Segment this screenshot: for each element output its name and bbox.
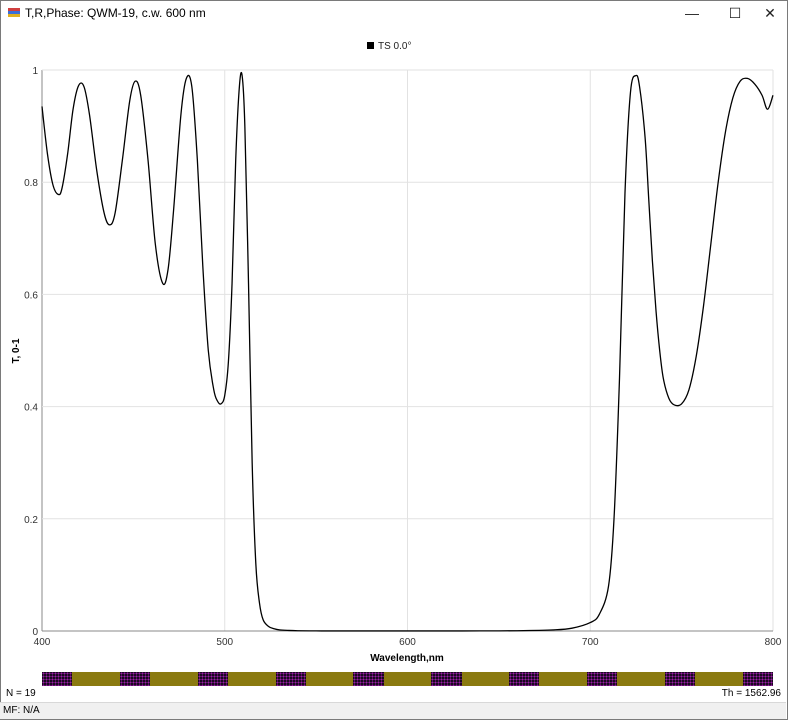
- status-bar: MF: N/A: [0, 702, 786, 719]
- y-axis-label: T, 0-1: [11, 338, 22, 363]
- layer-segment[interactable]: [539, 672, 587, 686]
- layer-segment[interactable]: [509, 672, 540, 686]
- x-tick-label: 500: [216, 637, 233, 648]
- y-tick-label: 0.2: [24, 515, 38, 526]
- x-tick-label: 800: [765, 637, 782, 648]
- x-tick-label: 600: [399, 637, 416, 648]
- x-tick-labels: 400 500 600 700 800: [34, 637, 782, 648]
- layer-segment[interactable]: [42, 672, 73, 686]
- thickness-label: Th = 1562.96: [721, 688, 781, 699]
- layer-segment[interactable]: [72, 672, 120, 686]
- legend-swatch: [367, 42, 374, 49]
- merit-function-label: MF: N/A: [3, 705, 40, 716]
- layer-segment[interactable]: [150, 672, 198, 686]
- x-tick-label: 700: [582, 637, 599, 648]
- app-icon: [7, 6, 21, 20]
- minimize-button[interactable]: —: [673, 1, 711, 25]
- info-row: N = 19 Th = 1562.96: [0, 686, 786, 702]
- y-tick-label: 0.4: [24, 403, 38, 414]
- y-tick-label: 0: [32, 627, 38, 638]
- layer-segment[interactable]: [275, 672, 306, 686]
- layer-segment[interactable]: [228, 672, 276, 686]
- legend[interactable]: TS 0.0°: [367, 41, 411, 52]
- maximize-button[interactable]: ☐: [716, 1, 754, 25]
- layer-segment[interactable]: [742, 672, 773, 686]
- window-title: T,R,Phase: QWM-19, c.w. 600 nm: [25, 6, 206, 20]
- layer-segment[interactable]: [586, 672, 618, 686]
- grid: [41, 69, 774, 632]
- x-tick-label: 400: [34, 637, 51, 648]
- layer-segment[interactable]: [664, 672, 696, 686]
- y-tick-label: 1: [32, 66, 38, 77]
- x-axis-label: Wavelength,nm: [370, 653, 444, 664]
- close-button[interactable]: ✕: [751, 1, 788, 25]
- title-bar[interactable]: T,R,Phase: QWM-19, c.w. 600 nm — ☐ ✕: [1, 1, 787, 25]
- layer-segment[interactable]: [119, 672, 151, 686]
- layer-segment[interactable]: [695, 672, 743, 686]
- layer-segment[interactable]: [305, 672, 354, 686]
- layer-segment[interactable]: [383, 672, 432, 686]
- layer-count-label: N = 19: [6, 688, 36, 699]
- transmission-chart[interactable]: 0 0.2 0.4 0.6 0.8 1 400 500 600 700 800 TS 0.0° W…: [0, 24, 786, 672]
- layer-segment[interactable]: [431, 672, 462, 686]
- close-icon: ✕: [764, 4, 776, 21]
- y-tick-labels: 0 0.2 0.4 0.6 0.8 1: [24, 66, 38, 638]
- layer-segment[interactable]: [461, 672, 510, 686]
- series-line-ts: [41, 71, 774, 632]
- layer-structure-bar[interactable]: [42, 672, 773, 686]
- layer-segment[interactable]: [617, 672, 665, 686]
- maximize-icon: ☐: [728, 4, 742, 21]
- minimize-icon: —: [685, 5, 699, 21]
- layer-segment[interactable]: [353, 672, 384, 686]
- y-tick-label: 0.8: [24, 178, 38, 189]
- y-tick-label: 0.6: [24, 290, 38, 301]
- layer-segment[interactable]: [197, 672, 229, 686]
- legend-label: TS 0.0°: [378, 41, 411, 52]
